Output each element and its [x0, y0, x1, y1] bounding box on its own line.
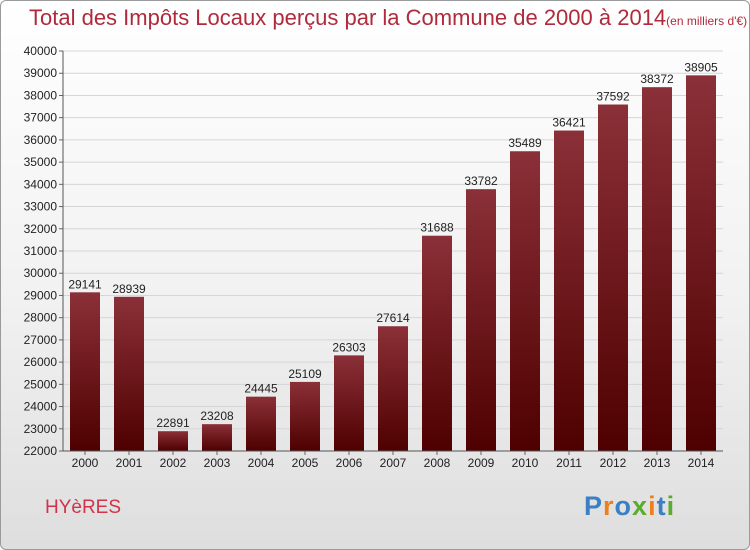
commune-name: HYèRES	[45, 497, 122, 518]
bar-2012	[598, 104, 628, 451]
logo-letter: i	[666, 491, 676, 521]
x-tick-label: 2001	[116, 456, 143, 470]
y-tick-label: 35000	[24, 155, 58, 169]
y-axis-ticks: 22000 23000 24000 25000 26000 27000 28000 29000…	[24, 44, 63, 458]
data-label: 24445	[244, 382, 278, 396]
x-tick-label: 2008	[424, 456, 451, 470]
chart-title-text: Total des Impôts Locaux perçus par la Co…	[29, 5, 667, 30]
bar-2007	[378, 326, 408, 451]
data-label: 37592	[596, 90, 630, 104]
y-tick-label: 39000	[24, 66, 58, 80]
bar-2005	[290, 381, 320, 451]
y-tick-label: 27000	[24, 333, 58, 347]
x-tick-label: 2003	[204, 456, 231, 470]
data-label: 35489	[508, 136, 542, 150]
y-tick-label: 28000	[24, 311, 58, 325]
data-label: 31688	[420, 221, 454, 235]
logo-letter: P	[584, 491, 604, 521]
data-label: 29141	[68, 277, 102, 291]
x-tick-label: 2005	[292, 456, 319, 470]
y-tick-label: 29000	[24, 288, 58, 302]
x-tick-label: 2012	[600, 456, 627, 470]
logo-letter: t	[656, 491, 667, 521]
y-tick-label: 36000	[24, 133, 58, 147]
data-label: 38372	[640, 72, 674, 86]
y-tick-label: 22000	[24, 444, 58, 458]
y-tick-label: 30000	[24, 266, 58, 280]
logo-letter: o	[614, 491, 633, 521]
axes	[62, 51, 723, 452]
bar-2003	[202, 424, 232, 451]
y-tick-label: 34000	[24, 177, 58, 191]
y-tick-label: 25000	[24, 377, 58, 391]
y-tick-label: 33000	[24, 200, 58, 214]
bar-2000	[70, 292, 100, 451]
y-tick-label: 32000	[24, 222, 58, 236]
x-axis-ticks: 2000 2001 2002 2003 2004 2005 2006 2007 2008 2009…	[72, 451, 715, 470]
data-label: 25109	[288, 367, 322, 381]
data-label: 23208	[200, 409, 234, 423]
x-tick-label: 2009	[468, 456, 495, 470]
logo-letter: r	[603, 491, 615, 521]
x-tick-label: 2002	[160, 456, 187, 470]
bar-2006	[334, 355, 364, 451]
bars	[70, 75, 716, 452]
data-label: 33782	[464, 174, 498, 188]
y-tick-label: 24000	[24, 400, 58, 414]
data-label: 28939	[112, 282, 146, 296]
data-label: 38905	[684, 60, 718, 74]
bar-2010	[510, 151, 540, 451]
proxiti-logo[interactable]: Proxiti	[584, 491, 675, 522]
chart-title: Total des Impôts Locaux perçus par la Co…	[29, 5, 747, 31]
data-label: 22891	[156, 416, 190, 430]
x-tick-label: 2000	[72, 456, 99, 470]
data-label: 36421	[552, 116, 586, 130]
data-label: 26303	[332, 340, 366, 354]
bar-2013	[642, 87, 672, 451]
y-tick-label: 23000	[24, 422, 58, 436]
y-tick-label: 31000	[24, 244, 58, 258]
y-tick-label: 40000	[24, 44, 58, 58]
data-labels: 29141 28939 22891 23208 24445 25109 26303 27614…	[68, 60, 718, 430]
x-tick-label: 2006	[336, 456, 363, 470]
x-tick-label: 2010	[512, 456, 539, 470]
x-tick-label: 2013	[644, 456, 671, 470]
logo-letter: x	[632, 491, 649, 521]
x-tick-label: 2004	[248, 456, 275, 470]
bar-2014	[686, 75, 716, 451]
bar-2001	[114, 296, 144, 451]
bar-2008	[422, 235, 452, 451]
x-tick-label: 2007	[380, 456, 407, 470]
x-tick-label: 2011	[556, 456, 582, 470]
bar-2011	[554, 130, 584, 452]
logo-letter: i	[648, 491, 657, 521]
y-tick-label: 26000	[24, 355, 58, 369]
chart-unit: (en milliers d'€)	[666, 14, 748, 28]
bar-2009	[466, 189, 496, 451]
x-tick-label: 2014	[688, 456, 715, 470]
data-label: 27614	[376, 311, 410, 325]
bar-2002	[158, 431, 188, 451]
y-tick-label: 38000	[24, 88, 58, 102]
bar-2004	[246, 396, 276, 451]
y-tick-label: 37000	[24, 111, 58, 125]
